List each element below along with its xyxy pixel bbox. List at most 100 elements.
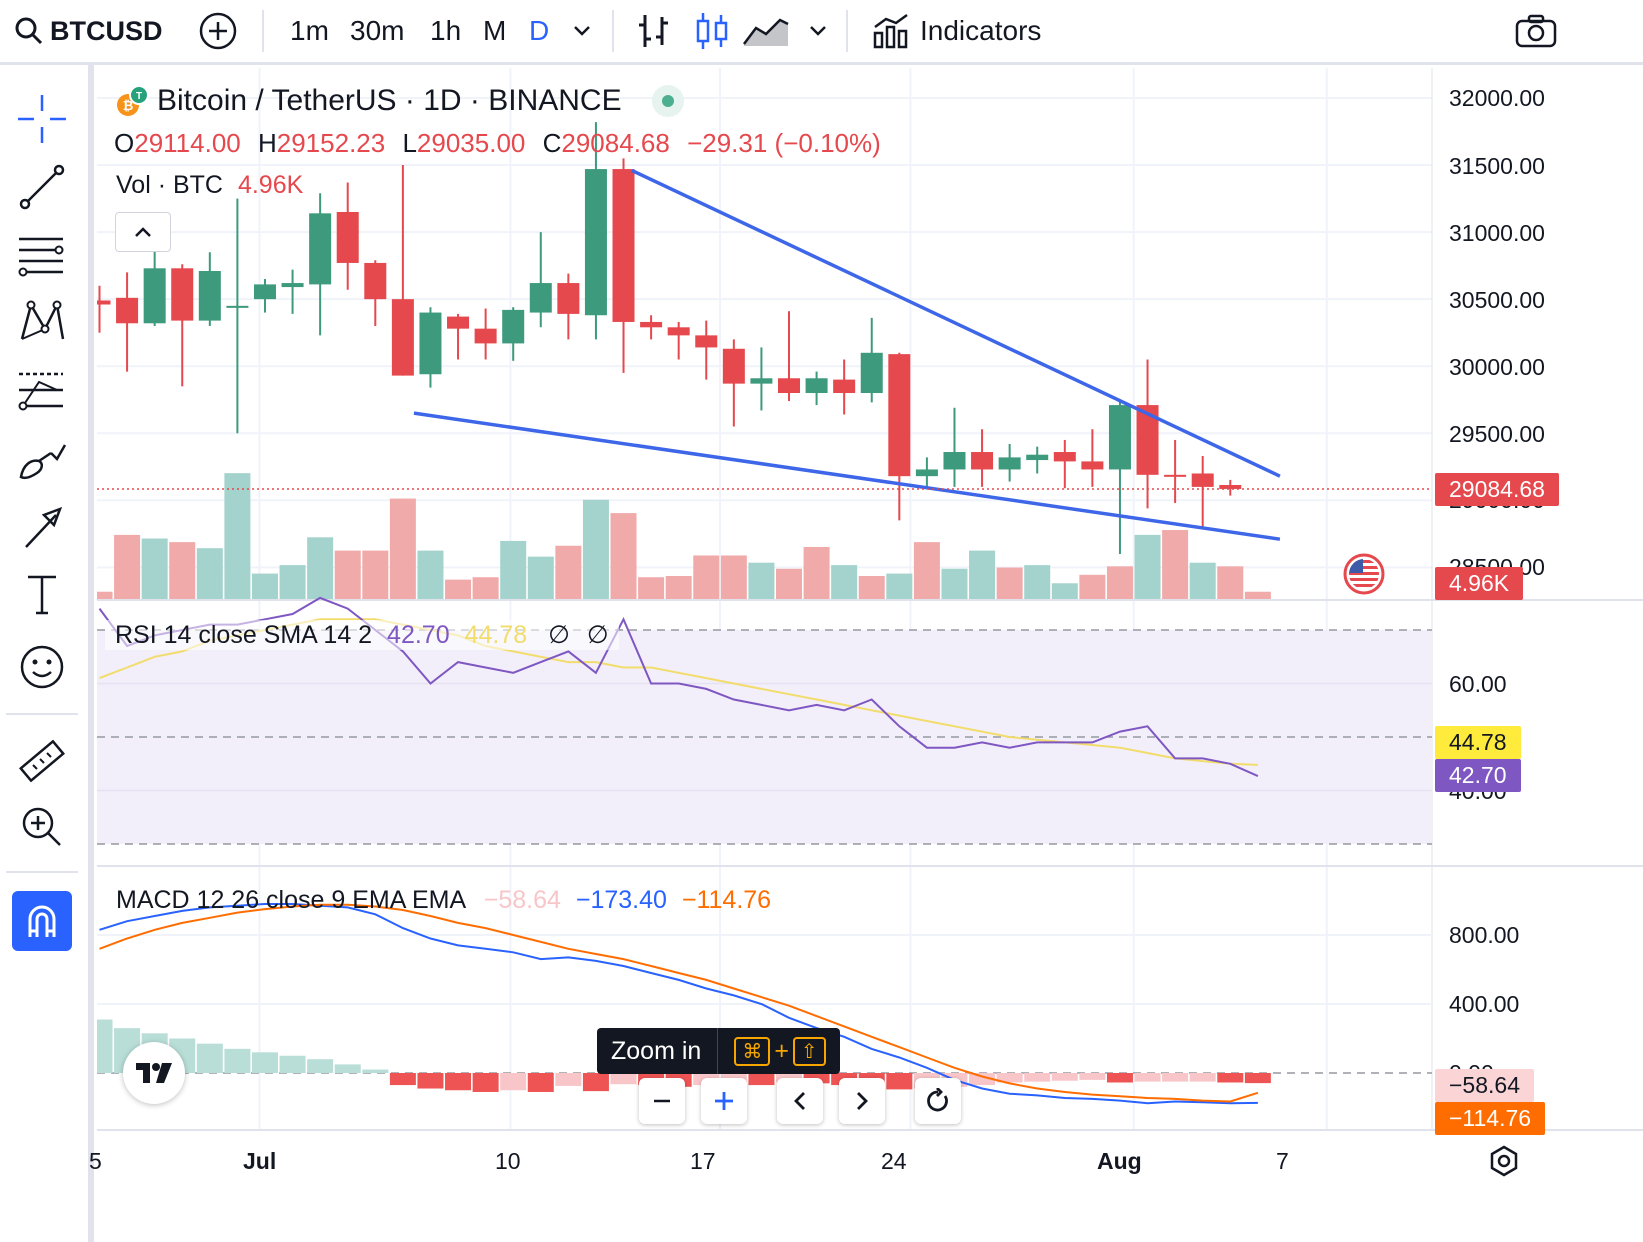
candle-body xyxy=(336,211,359,263)
chart-style-dropdown[interactable] xyxy=(808,0,828,62)
time-axis-label: Aug xyxy=(1097,1148,1142,1174)
candle-style-button[interactable] xyxy=(694,0,730,62)
volume-legend: Vol · BTC 4.96K xyxy=(116,171,304,199)
volume-bar xyxy=(582,499,609,599)
trendline-tool[interactable] xyxy=(14,159,70,215)
volume-bar xyxy=(169,542,196,599)
magnet-tool[interactable] xyxy=(12,891,72,951)
last-price-tag: 29084.68 xyxy=(1435,473,1559,506)
interval-M[interactable]: M xyxy=(483,15,507,46)
pattern-tool[interactable] xyxy=(14,293,70,349)
symbol-name: BTCUSD xyxy=(50,15,163,46)
macd-axis-label: 400.00 xyxy=(1449,991,1520,1017)
macd-histogram-bar xyxy=(445,1073,472,1091)
tradingview-logo-icon xyxy=(136,1063,172,1083)
interval-D[interactable]: D xyxy=(529,15,550,46)
fib-tool[interactable] xyxy=(14,227,70,283)
interval-1m[interactable]: 1m xyxy=(290,15,329,46)
interval-30m[interactable]: 30m xyxy=(350,15,405,46)
projection-tool[interactable] xyxy=(14,363,70,419)
macd-hist-value: −58.64 xyxy=(483,886,561,914)
zoom-out-button[interactable] xyxy=(639,1078,685,1124)
macd-histogram-bar xyxy=(1162,1073,1189,1082)
zoom-in-tooltip: Zoom in ⌘ + ⇧ xyxy=(597,1028,840,1074)
zoom-in-button[interactable] xyxy=(701,1078,747,1124)
candle-body xyxy=(1108,405,1131,470)
crosshair-tool[interactable] xyxy=(14,91,70,147)
text-tool[interactable] xyxy=(14,567,70,623)
price-axis-label: 32000.00 xyxy=(1449,85,1545,111)
volume-bar xyxy=(996,567,1023,599)
volume-bar xyxy=(776,568,802,599)
volume-bar xyxy=(1217,566,1244,599)
emoji-icon xyxy=(20,645,64,689)
chart-canvas[interactable] xyxy=(97,68,1643,1242)
volume-bar xyxy=(831,565,858,599)
macd-histogram-bar xyxy=(1189,1073,1216,1082)
chevron-left-icon xyxy=(794,1092,805,1110)
candle-body xyxy=(253,284,276,300)
scroll-left-button[interactable] xyxy=(777,1078,823,1124)
indicators-button[interactable]: Indicators xyxy=(872,0,1041,62)
candle-style-icon xyxy=(696,13,728,49)
indicators-icon xyxy=(873,13,908,49)
macd-hist-tag: −58.64 xyxy=(1435,1069,1534,1102)
interval-dropdown[interactable] xyxy=(572,0,592,62)
chart-area[interactable]: ₿ T Bitcoin / TetherUS · 1D · BINANCE O29… xyxy=(89,68,1643,1242)
shift-key: ⇧ xyxy=(792,1036,826,1066)
chart-settings-button[interactable] xyxy=(1487,1144,1521,1178)
volume-bar xyxy=(913,542,940,599)
chart-title: Bitcoin / TetherUS · 1D · BINANCE xyxy=(157,84,622,117)
candle-body xyxy=(474,328,497,344)
price-axis-label: 29500.00 xyxy=(1449,421,1545,447)
macd-histogram-bar xyxy=(196,1043,223,1073)
close-value: 29084.68 xyxy=(561,128,670,158)
brush-tool[interactable] xyxy=(14,433,70,489)
zoom-tool[interactable] xyxy=(14,799,70,855)
macd-histogram-bar xyxy=(417,1073,444,1089)
candle-body xyxy=(750,378,773,384)
volume-bar xyxy=(748,562,775,599)
macd-histogram-bar xyxy=(582,1073,609,1092)
candle-body xyxy=(1136,405,1159,475)
volume-bar xyxy=(803,546,830,599)
market-status-dot[interactable] xyxy=(651,85,684,117)
arrow-tool[interactable] xyxy=(14,501,70,557)
volume-bar xyxy=(196,548,223,599)
area-style-button[interactable] xyxy=(742,0,790,62)
macd-axis-label: 800.00 xyxy=(1449,922,1520,948)
candle-body xyxy=(502,309,525,344)
price-axis-label: 30500.00 xyxy=(1449,287,1545,313)
trendline xyxy=(631,168,1281,478)
measure-tool[interactable] xyxy=(14,733,70,789)
scroll-right-button[interactable] xyxy=(839,1078,885,1124)
collapse-legend-button[interactable] xyxy=(115,212,171,252)
tradingview-logo[interactable] xyxy=(123,1042,185,1104)
bar-style-button[interactable] xyxy=(636,0,672,62)
macd-histogram-bar xyxy=(1134,1073,1161,1082)
symbol-search-button[interactable]: BTCUSD xyxy=(14,0,163,62)
chevron-down-icon xyxy=(810,26,826,36)
us-flag-event-marker[interactable] xyxy=(1343,553,1385,595)
volume-bar xyxy=(97,591,113,599)
candle-body xyxy=(778,378,800,394)
reset-chart-button[interactable] xyxy=(915,1078,961,1124)
screenshot-button[interactable] xyxy=(1515,0,1557,62)
candle-body xyxy=(419,312,442,375)
macd-histogram-bar xyxy=(389,1073,416,1086)
macd-histogram-bar xyxy=(307,1059,334,1073)
volume-bar xyxy=(251,573,278,599)
candle-body xyxy=(640,321,663,328)
macd-histogram-bar xyxy=(334,1064,361,1073)
svg-text:₿: ₿ xyxy=(123,98,134,113)
candle-body xyxy=(1081,461,1104,470)
macd-histogram-bar xyxy=(555,1073,582,1086)
interval-1h[interactable]: 1h xyxy=(430,15,462,46)
volume-bar xyxy=(1244,591,1271,599)
ruler-icon xyxy=(19,739,65,783)
toolbar-divider xyxy=(262,10,264,52)
volume-bar xyxy=(500,540,527,599)
compare-button[interactable] xyxy=(198,0,238,62)
candle-body xyxy=(1053,452,1076,462)
emoji-tool[interactable] xyxy=(14,639,70,695)
